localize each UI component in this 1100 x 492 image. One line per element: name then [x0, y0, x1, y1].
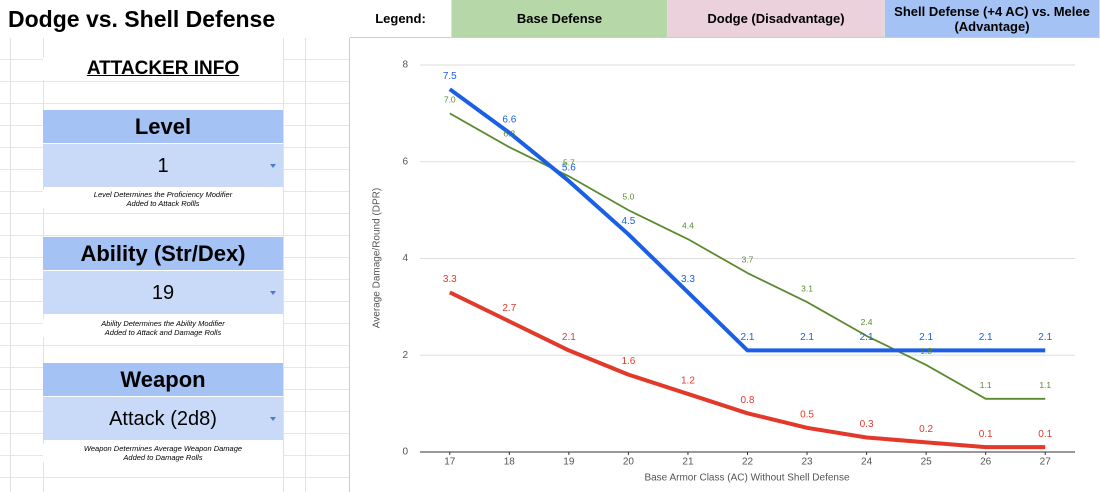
- series-line: [448, 87, 1046, 353]
- field-label: Ability (Str/Dex): [43, 237, 283, 271]
- field-value: 1: [157, 155, 169, 177]
- note-line: Added to Attack and Damage Rolls: [104, 328, 222, 337]
- column-line: [10, 38, 11, 492]
- data-label: 2.1: [800, 332, 814, 343]
- field-dropdown[interactable]: Attack (2d8): [43, 396, 283, 440]
- field-dropdown[interactable]: 1: [43, 143, 283, 187]
- dropdown-arrow[interactable]: [270, 417, 276, 421]
- x-tick-label: 24: [861, 457, 873, 468]
- x-axis-title: Base Armor Class (AC) Without Shell Defe…: [644, 473, 850, 484]
- y-tick-label: 4: [402, 253, 408, 264]
- sheet-panel: ATTACKER INFO Level 1 Level Determines t…: [0, 38, 350, 492]
- legend-label: Legend:: [350, 0, 452, 38]
- x-tick-label: 26: [980, 457, 992, 468]
- data-label: 3.1: [801, 283, 813, 293]
- data-label: 3.3: [681, 274, 695, 285]
- dropdown-arrow[interactable]: [270, 291, 276, 295]
- data-label: 5.0: [622, 191, 634, 201]
- y-tick-label: 8: [402, 60, 408, 71]
- data-label: 1.8: [920, 346, 932, 356]
- data-label: 3.3: [443, 274, 457, 285]
- field-value: 19: [151, 282, 175, 304]
- legend-entry: Base Defense: [452, 0, 668, 38]
- y-tick-label: 6: [402, 156, 408, 167]
- data-label: 1.2: [681, 376, 695, 387]
- column-line: [305, 38, 306, 492]
- y-axis-title: Average Damage/Round (DPR): [372, 188, 383, 328]
- data-label: 3.7: [742, 254, 754, 264]
- data-label: 0.1: [979, 429, 993, 440]
- note-line: Level Determines the Proficiency Modifie…: [93, 190, 233, 199]
- x-tick-label: 23: [801, 457, 813, 468]
- series-line: [448, 290, 1046, 450]
- field-label: Level: [43, 110, 283, 144]
- section-title: ATTACKER INFO: [43, 58, 283, 80]
- x-tick-label: 17: [444, 457, 456, 468]
- note-line: Weapon Determines Average Weapon Damage: [83, 444, 243, 453]
- x-tick-label: 22: [742, 457, 754, 468]
- x-tick-label: 21: [682, 457, 694, 468]
- data-label: 4.5: [621, 216, 635, 227]
- data-label: 1.6: [621, 356, 635, 367]
- note-line: Added to Damage Rolls: [123, 453, 203, 462]
- data-label: 1.1: [1039, 380, 1051, 390]
- note-line: Added to Attack Rollls: [126, 199, 200, 208]
- field-note: Weapon Determines Average Weapon Damage A…: [43, 444, 283, 462]
- data-label: 2.4: [861, 317, 873, 327]
- data-label: 0.3: [860, 419, 874, 430]
- data-label: 5.6: [562, 163, 576, 174]
- data-label: 0.2: [919, 424, 933, 435]
- chart: Average Damage/Round (DPR) Base Armor Cl…: [372, 60, 1075, 484]
- data-label: 5.7: [563, 158, 575, 168]
- y-tick-label: 0: [402, 447, 408, 458]
- dropdown-arrow[interactable]: [270, 164, 276, 168]
- data-label: 2.1: [919, 332, 933, 343]
- field-label: Weapon: [43, 363, 283, 397]
- data-label: 7.0: [444, 95, 456, 105]
- data-label: 0.5: [800, 409, 814, 420]
- data-label: 0.8: [741, 395, 755, 406]
- data-label: 2.1: [562, 332, 576, 343]
- data-label: 6.6: [502, 114, 516, 125]
- note-line: Ability Determines the Ability Modifier: [101, 319, 225, 328]
- x-tick-label: 18: [504, 457, 516, 468]
- data-label: 2.1: [1038, 332, 1052, 343]
- data-label: 2.1: [860, 332, 874, 343]
- data-label: 2.1: [741, 332, 755, 343]
- x-tick-label: 20: [623, 457, 635, 468]
- field-value: Attack (2d8): [109, 408, 217, 430]
- field-dropdown[interactable]: 19: [43, 270, 283, 314]
- data-label: 0.1: [1038, 429, 1052, 440]
- field-note: Level Determines the Proficiency Modifie…: [43, 190, 283, 208]
- data-label: 7.5: [443, 71, 457, 82]
- y-tick-label: 2: [402, 350, 408, 361]
- legend-entry: Shell Defense (+4 AC) vs. Melee (Advanta…: [885, 0, 1100, 38]
- field-note: Ability Determines the Ability Modifier A…: [43, 319, 283, 337]
- legend-entry: Dodge (Disadvantage): [668, 0, 885, 38]
- column-line: [283, 38, 284, 492]
- data-label: 2.7: [502, 303, 516, 314]
- data-label: 1.1: [980, 380, 992, 390]
- x-tick-label: 25: [921, 457, 933, 468]
- x-tick-label: 19: [563, 457, 575, 468]
- sheet-title: Dodge vs. Shell Defense: [8, 6, 276, 32]
- x-tick-label: 27: [1040, 457, 1052, 468]
- data-label: 2.1: [979, 332, 993, 343]
- data-label: 4.4: [682, 220, 694, 230]
- data-label: 6.3: [503, 128, 515, 138]
